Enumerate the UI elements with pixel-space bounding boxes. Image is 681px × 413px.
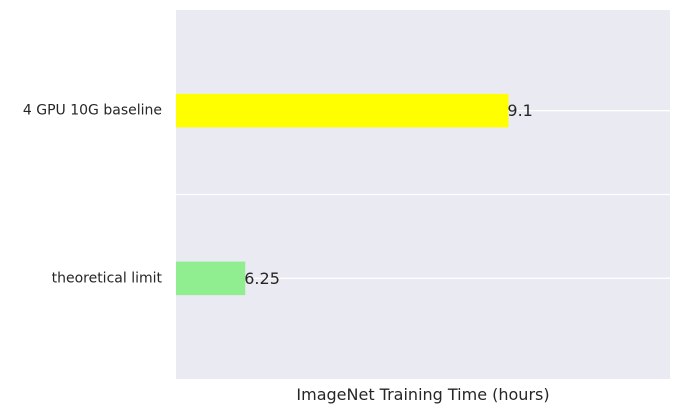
bar [176, 93, 509, 128]
x-axis-label: ImageNet Training Time (hours) [296, 385, 549, 404]
category-tick-labels: 4 GPU 10G baseline theoretical limit [23, 103, 163, 287]
y-tick-label: theoretical limit [52, 270, 163, 286]
data-label: 6.25 [244, 269, 280, 288]
bars [176, 93, 509, 296]
y-tick-label: 4 GPU 10G baseline [23, 103, 162, 119]
bar [176, 261, 246, 296]
data-labels: 9.1 6.25 [244, 101, 533, 288]
data-label: 9.1 [507, 101, 532, 120]
